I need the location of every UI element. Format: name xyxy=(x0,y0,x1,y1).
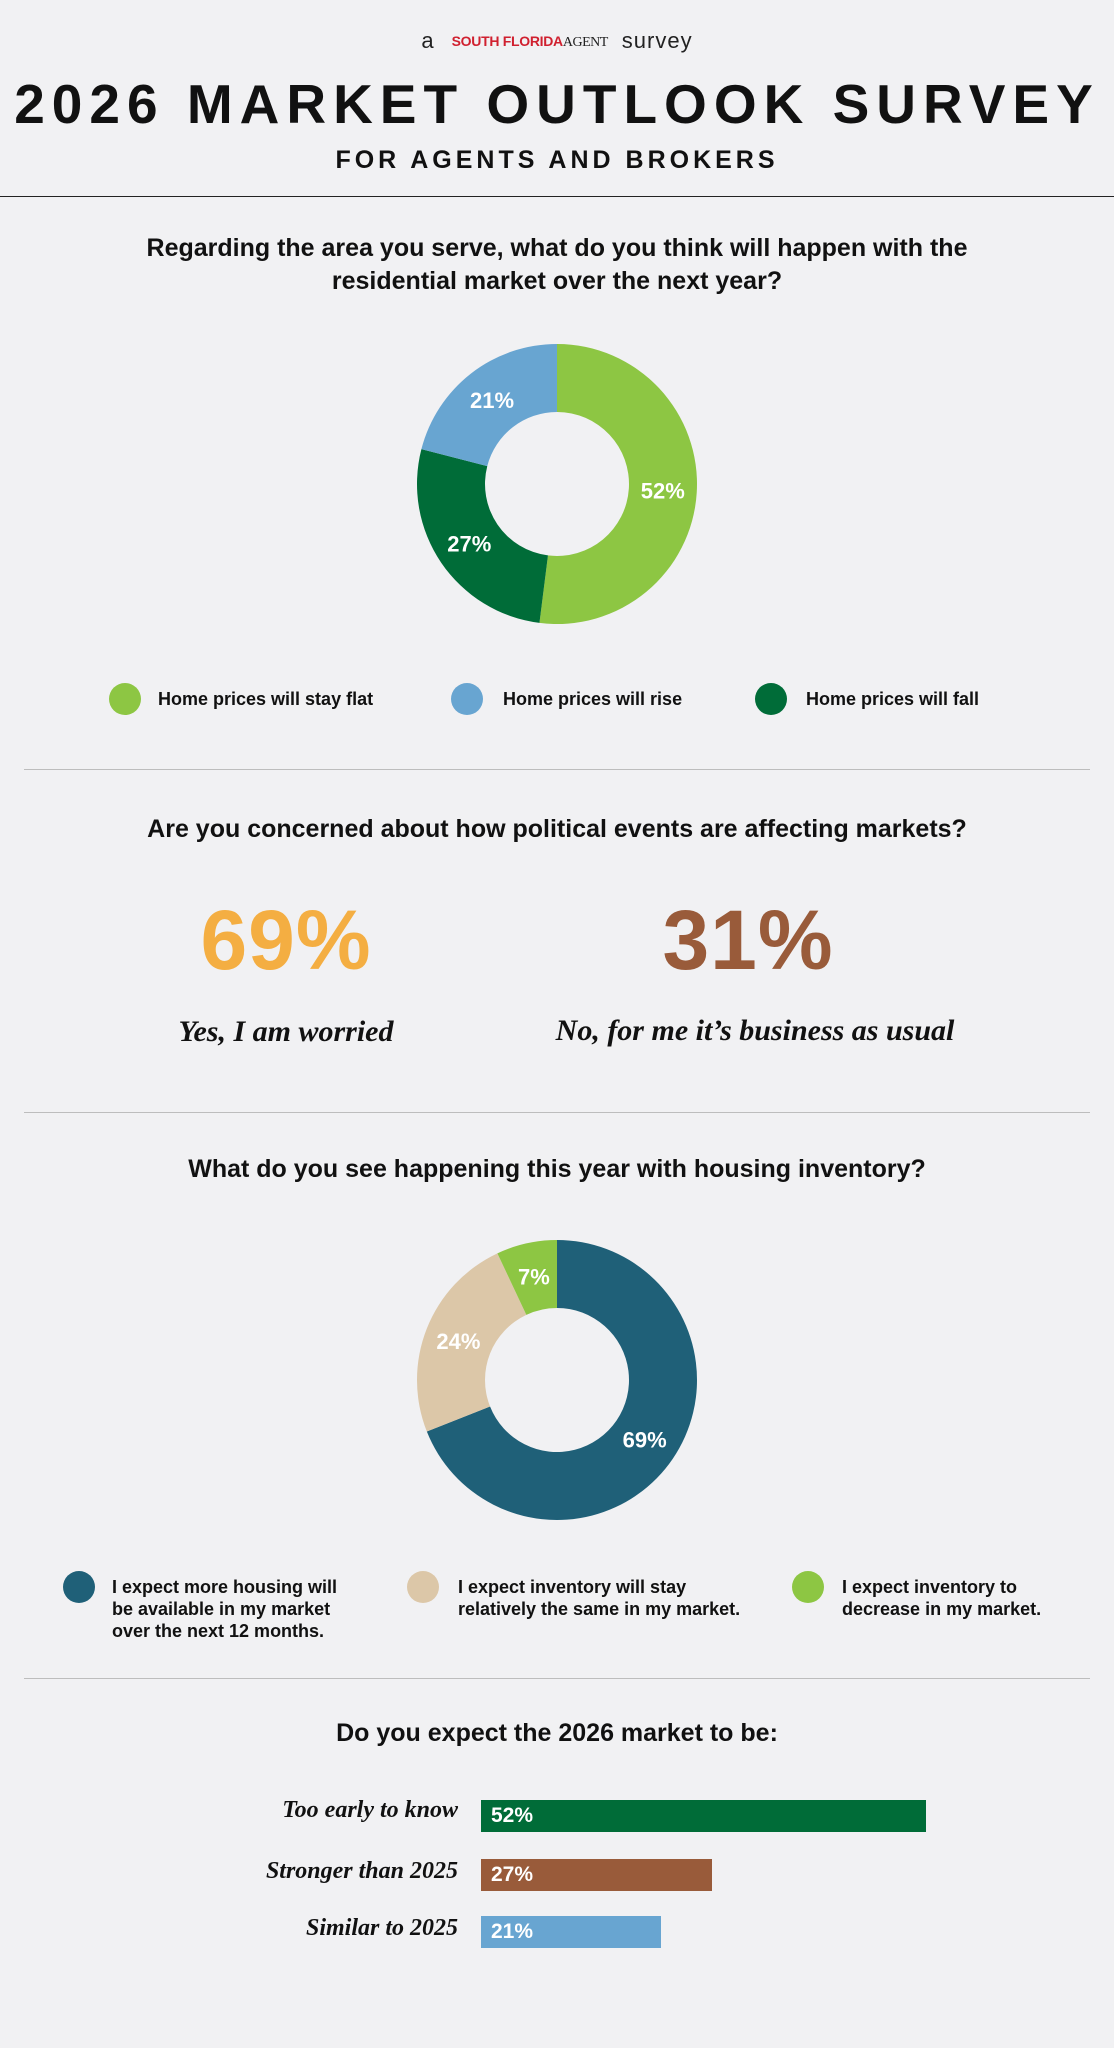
same-inventory-slice-label: 24% xyxy=(436,1329,480,1354)
q2-yes-label: Yes, I am worried xyxy=(178,1015,394,1048)
bar-value-similar: 21% xyxy=(491,1920,534,1943)
rise-slice xyxy=(421,344,557,467)
fall-slice-label: 27% xyxy=(447,532,491,557)
brand-logo: SOUTH FLORIDA xyxy=(451,33,564,49)
same-inventory-slice xyxy=(417,1253,527,1432)
page-title: 2026 MARKET OUTLOOK SURVEY xyxy=(14,73,1100,135)
q2-no-percent: 31% xyxy=(662,893,834,987)
q1-question-line1: Regarding the area you serve, what do yo… xyxy=(146,234,968,262)
more-housing-slice xyxy=(426,1240,697,1520)
bar-label-similar: Similar to 2025 xyxy=(305,1915,458,1941)
legend-dot-rise xyxy=(451,683,483,715)
rise-slice-label: 21% xyxy=(470,388,514,413)
q3-question: What do you see happening this year with… xyxy=(188,1155,926,1183)
legend-dot-more-housing xyxy=(63,1571,95,1603)
bar-value-stronger: 27% xyxy=(491,1863,534,1886)
header: a SOUTH FLORIDAAGENT survey 2026 MARKET OU… xyxy=(0,0,1114,197)
divider-1 xyxy=(24,769,1090,770)
legend-more-housing-line1: I expect more housing will xyxy=(112,1577,338,1597)
legend-label-flat: Home prices will stay flat xyxy=(158,689,374,709)
legend-decrease-line2: decrease in my market. xyxy=(842,1599,1042,1619)
legend-dot-same-inventory xyxy=(407,1571,439,1603)
decrease-slice-label: 7% xyxy=(518,1265,550,1290)
legend-label-decrease: I expect inventory to decrease in my mar… xyxy=(842,1576,1041,1620)
flat-slice xyxy=(539,344,697,624)
legend-dot-decrease xyxy=(792,1571,824,1603)
legend-more-housing-line2: be available in my market xyxy=(112,1599,331,1619)
legend-label-rise: Home prices will rise xyxy=(503,689,683,709)
bar-label-too-early: Too early to know xyxy=(282,1797,458,1823)
legend-dot-flat xyxy=(109,683,141,715)
more-housing-slice-label: 69% xyxy=(623,1428,667,1453)
page-subtitle: FOR AGENTS AND BROKERS xyxy=(335,146,779,174)
q3-donut-chart: 69% 24% 7% xyxy=(417,1240,697,1520)
bar-label-stronger: Stronger than 2025 xyxy=(265,1858,458,1884)
divider-3 xyxy=(24,1678,1090,1679)
q2-no-label: No, for me it’s business as usual xyxy=(555,1014,955,1047)
legend-decrease-line1: I expect inventory to xyxy=(842,1577,1018,1597)
bar-value-too-early: 52% xyxy=(491,1804,534,1827)
decrease-slice xyxy=(497,1240,557,1315)
brand-line: a SOUTH FLORIDAAGENT survey xyxy=(0,28,1114,54)
brand-prefix: a xyxy=(421,28,434,53)
divider-2 xyxy=(24,1112,1090,1113)
bar-similar: 21% xyxy=(481,1916,661,1948)
legend-same-inventory-line2: relatively the same in my market. xyxy=(458,1599,741,1619)
legend-more-housing-line3: over the next 12 months. xyxy=(112,1621,325,1641)
q1-question-line2: residential market over the next year? xyxy=(331,267,783,295)
legend-label-more-housing: I expect more housing will be available … xyxy=(112,1576,337,1642)
q2-question: Are you concerned about how political ev… xyxy=(147,815,967,843)
legend-label-fall: Home prices will fall xyxy=(806,689,980,709)
q1-donut-chart: 52% 27% 21% xyxy=(417,344,697,624)
bar-too-early: 52% xyxy=(481,1800,926,1832)
q2-yes-percent: 69% xyxy=(200,893,372,987)
bar-stronger: 27% xyxy=(481,1859,713,1891)
q4-question: Do you expect the 2026 market to be: xyxy=(336,1719,778,1747)
fall-slice xyxy=(417,449,548,623)
legend-label-same-inventory: I expect inventory will stay relatively … xyxy=(458,1576,740,1620)
legend-dot-fall xyxy=(755,683,787,715)
legend-same-inventory-line1: I expect inventory will stay xyxy=(458,1577,687,1597)
brand-suffix: survey xyxy=(621,28,693,53)
brand-logo-sub: AGENT xyxy=(562,35,608,50)
q1-question: Regarding the area you serve, what do yo… xyxy=(0,232,1114,298)
flat-slice-label: 52% xyxy=(641,479,685,504)
